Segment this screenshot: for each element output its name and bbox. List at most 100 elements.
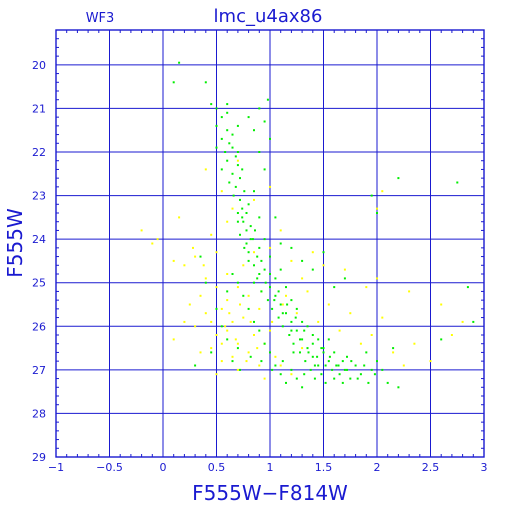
data-point xyxy=(461,320,464,323)
data-point xyxy=(242,294,245,297)
data-point xyxy=(392,351,395,354)
data-point xyxy=(247,294,250,297)
data-point xyxy=(199,294,202,297)
data-point xyxy=(231,207,234,210)
x-tick-label: 2 xyxy=(374,461,381,474)
data-point xyxy=(338,329,341,332)
data-point xyxy=(285,381,287,384)
data-point xyxy=(215,107,218,110)
data-point xyxy=(349,377,352,380)
data-point xyxy=(440,303,443,306)
data-point xyxy=(402,364,405,367)
data-point xyxy=(320,347,323,350)
data-point xyxy=(429,360,432,363)
x-axis-title: F555W−F814W xyxy=(192,481,348,505)
data-point xyxy=(295,329,298,332)
data-point xyxy=(188,303,191,306)
data-point xyxy=(220,168,223,171)
data-points xyxy=(140,61,475,389)
data-point xyxy=(313,377,316,380)
x-tick-label: 3 xyxy=(481,461,488,474)
data-point xyxy=(247,307,250,310)
data-point xyxy=(335,364,338,367)
data-point xyxy=(204,277,207,280)
data-point xyxy=(274,355,277,358)
data-point xyxy=(204,168,207,171)
data-point xyxy=(311,342,314,345)
data-point xyxy=(236,342,239,345)
data-point xyxy=(226,338,229,341)
data-point xyxy=(413,342,416,345)
data-point xyxy=(346,368,348,371)
y-axis-title: F555W xyxy=(3,208,27,278)
data-point xyxy=(183,264,186,267)
data-point xyxy=(376,207,378,210)
data-point xyxy=(303,329,306,332)
corner-label: WF3 xyxy=(86,11,115,26)
data-point xyxy=(236,220,239,223)
data-point xyxy=(253,320,255,323)
data-point xyxy=(239,233,241,236)
data-point xyxy=(281,325,284,328)
data-point xyxy=(258,329,261,332)
data-point xyxy=(172,81,175,84)
data-point xyxy=(256,347,259,350)
data-point xyxy=(277,316,280,319)
data-point xyxy=(472,320,475,323)
data-point xyxy=(260,259,263,262)
data-point xyxy=(172,259,175,262)
data-point xyxy=(215,334,218,336)
data-point xyxy=(226,299,229,302)
data-point xyxy=(253,129,255,132)
data-point xyxy=(317,364,320,367)
data-point xyxy=(338,373,341,376)
data-point xyxy=(253,190,255,193)
data-point xyxy=(236,212,239,214)
data-point xyxy=(247,351,250,354)
data-point xyxy=(294,316,297,319)
data-point xyxy=(263,238,266,241)
data-point xyxy=(231,172,234,175)
data-point xyxy=(263,120,266,123)
y-tick-label: 27 xyxy=(32,364,46,377)
data-point xyxy=(301,338,304,341)
data-point xyxy=(256,277,259,280)
data-point xyxy=(271,307,274,310)
data-point xyxy=(301,386,304,389)
data-point xyxy=(269,286,271,289)
tick-marks xyxy=(55,30,485,457)
data-point xyxy=(271,368,274,371)
data-point xyxy=(279,373,282,376)
data-point xyxy=(226,159,229,162)
data-point xyxy=(290,259,293,262)
data-point xyxy=(204,281,207,284)
data-point xyxy=(253,198,255,201)
data-point xyxy=(370,368,373,371)
data-point xyxy=(210,233,213,236)
data-point xyxy=(192,246,194,249)
x-tick-label: 0.5 xyxy=(208,461,226,474)
data-point xyxy=(279,364,282,367)
data-point xyxy=(311,355,314,358)
y-tick-label: 23 xyxy=(32,190,46,203)
data-point xyxy=(234,338,237,341)
data-point xyxy=(376,277,378,280)
data-point xyxy=(386,381,389,384)
data-point xyxy=(215,251,218,254)
data-point xyxy=(242,264,245,267)
data-point xyxy=(266,299,269,302)
data-point xyxy=(327,338,330,341)
data-point xyxy=(292,351,295,354)
data-point xyxy=(274,277,277,280)
data-point xyxy=(311,268,314,271)
data-point xyxy=(226,220,229,223)
data-point xyxy=(202,264,205,267)
data-point xyxy=(327,303,330,306)
data-point xyxy=(337,364,340,367)
x-tick-label: −1 xyxy=(48,461,64,474)
data-point xyxy=(243,190,246,193)
data-point xyxy=(226,103,229,106)
data-point xyxy=(376,212,378,214)
data-point xyxy=(234,155,237,158)
